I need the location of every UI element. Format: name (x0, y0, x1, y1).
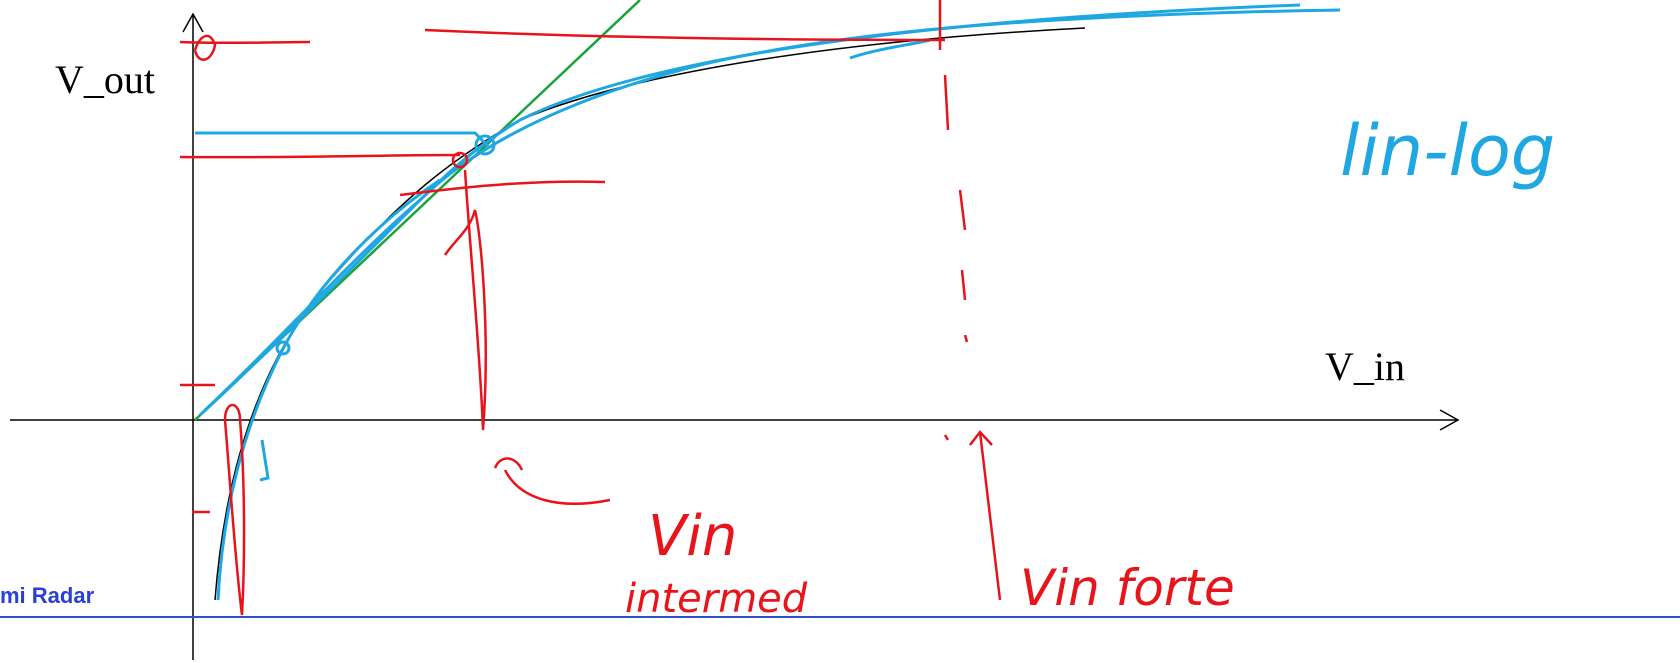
vin-note: Vin (648, 504, 737, 569)
vin-note-2: intermed (625, 576, 808, 622)
y-arrow (182, 12, 204, 33)
log-curve (214, 27, 1086, 601)
lin-log-note: lin-log (1340, 110, 1555, 192)
y-axis-label: V_out (55, 57, 155, 102)
footer: mi Radar (0, 583, 95, 608)
x-axis-label: V_in (1325, 344, 1405, 389)
vin-forte-note: Vin forte (1020, 559, 1235, 617)
red-sketch (179, 0, 1002, 616)
blue-sketch (0, 3, 1680, 618)
x-arrow (1439, 409, 1460, 431)
